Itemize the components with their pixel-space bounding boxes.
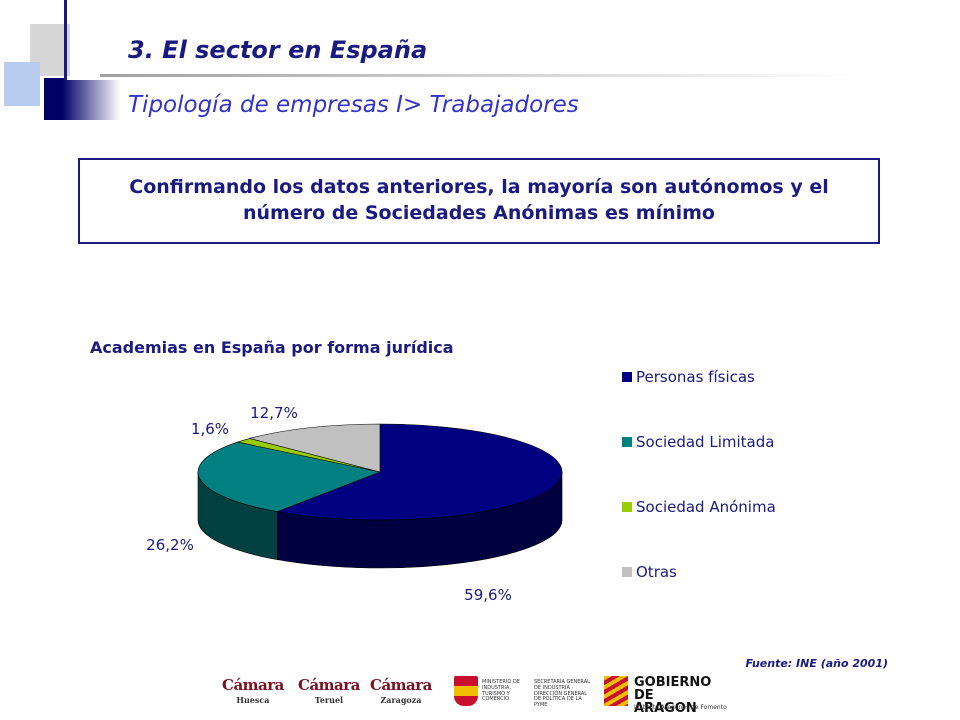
- data-label-sociedad-anonima: 1,6%: [191, 420, 229, 438]
- chart-title: Academias en España por forma jurídica: [90, 338, 454, 357]
- logo-ministerio: MINISTERIO DE INDUSTRIA, TURISMO Y COMER…: [454, 676, 594, 708]
- legend-swatch: [622, 437, 632, 447]
- source-note: Fuente: INE (año 2001): [745, 657, 888, 670]
- legend-swatch: [622, 372, 632, 382]
- logo-gobierno-aragon: GOBIERNO DE ARAGON Instituto Aragonés de…: [604, 674, 727, 715]
- page-subtitle: Tipología de empresas I> Trabajadores: [128, 92, 579, 118]
- data-label-personas-fisicas: 59,6%: [464, 586, 512, 604]
- page-title: 3. El sector en España: [128, 36, 428, 64]
- legend-label: Otras: [636, 563, 677, 581]
- legend-item-personas-fisicas: Personas físicas: [622, 368, 755, 386]
- legend-item-sociedad-anonima: Sociedad Anónima: [622, 498, 776, 516]
- corner-decoration: [0, 0, 860, 130]
- pie-tops: [197, 423, 563, 521]
- callout-text: Confirmando los datos anteriores, la may…: [129, 176, 829, 224]
- pie-slice-otras: [248, 423, 381, 473]
- footer-logos: Cámara Huesca Cámara Teruel Cámara Zarag…: [222, 672, 727, 716]
- legend-swatch: [622, 567, 632, 577]
- callout-box: Confirmando los datos anteriores, la may…: [78, 158, 880, 244]
- data-label-otras: 12,7%: [250, 404, 298, 422]
- legend-swatch: [622, 502, 632, 512]
- legend-label: Sociedad Limitada: [636, 433, 775, 451]
- logo-camara-teruel: Cámara Teruel: [298, 676, 360, 705]
- pie-slice-sociedad-limitada: [197, 441, 382, 512]
- aragon-flag-icon: [604, 676, 628, 706]
- logo-camara-zaragoza: Cámara Zaragoza: [370, 676, 432, 705]
- legend-label: Sociedad Anónima: [636, 498, 776, 516]
- logo-camara-huesca: Cámara Huesca: [222, 676, 284, 705]
- legend-label: Personas físicas: [636, 368, 755, 386]
- legend-item-otras: Otras: [622, 563, 677, 581]
- data-label-sociedad-limitada: 26,2%: [146, 536, 194, 554]
- coat-of-arms-icon: [454, 676, 478, 706]
- legend-item-sociedad-limitada: Sociedad Limitada: [622, 433, 774, 451]
- pie-slice-personas-fisicas: [276, 423, 563, 521]
